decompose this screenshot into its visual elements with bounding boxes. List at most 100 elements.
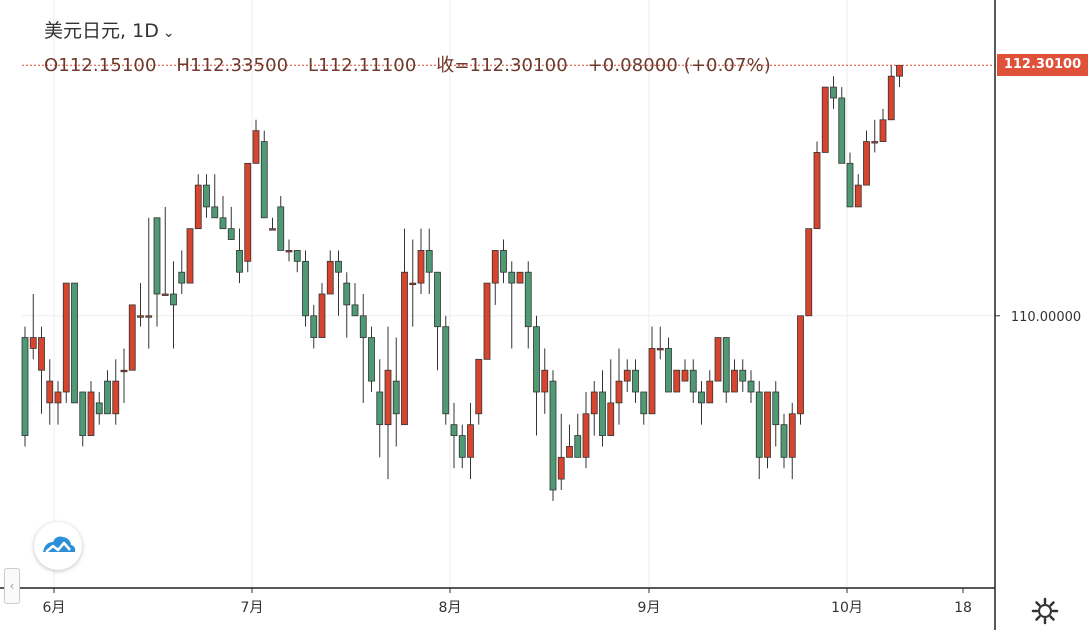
candle-body bbox=[722, 337, 730, 393]
candle bbox=[95, 392, 103, 425]
candle bbox=[120, 348, 128, 403]
candle bbox=[21, 326, 29, 447]
candle-body bbox=[508, 271, 516, 284]
candle-body bbox=[62, 282, 70, 393]
candle bbox=[467, 402, 474, 480]
candle-body bbox=[425, 250, 433, 273]
candle bbox=[615, 348, 623, 425]
candle bbox=[896, 64, 903, 88]
candle bbox=[219, 196, 227, 230]
candle bbox=[244, 162, 252, 273]
candle bbox=[285, 239, 293, 262]
candle-body bbox=[343, 282, 351, 306]
candle bbox=[161, 206, 169, 296]
collapse-tab-icon[interactable]: ‹ bbox=[4, 568, 20, 604]
candle bbox=[252, 119, 260, 164]
candle-body bbox=[252, 130, 260, 164]
candle-body bbox=[368, 337, 375, 382]
candle-body bbox=[170, 293, 177, 306]
candle-body bbox=[698, 391, 705, 404]
candle bbox=[500, 239, 507, 284]
candle bbox=[392, 337, 400, 447]
candle-body bbox=[71, 282, 78, 404]
candle-body bbox=[491, 250, 499, 284]
candle-body bbox=[203, 184, 210, 208]
change-value: +0.08000 (+0.07%) bbox=[587, 55, 771, 76]
candle bbox=[590, 381, 598, 436]
candle-body bbox=[830, 86, 837, 99]
candle bbox=[260, 130, 268, 219]
candle bbox=[549, 370, 557, 501]
candle-body bbox=[285, 250, 293, 253]
candle-body bbox=[648, 348, 656, 415]
candle-body bbox=[764, 391, 771, 458]
candle bbox=[46, 359, 54, 425]
candle bbox=[764, 391, 771, 469]
candle bbox=[780, 413, 788, 469]
x-tick-label: 9月 bbox=[638, 600, 661, 616]
candle-body bbox=[21, 337, 29, 436]
candle bbox=[533, 315, 540, 436]
candle-body bbox=[293, 250, 301, 262]
candle-body bbox=[351, 304, 359, 317]
candle-body bbox=[772, 391, 780, 426]
candle-body bbox=[574, 435, 582, 458]
candle-body bbox=[623, 369, 631, 382]
candle bbox=[813, 141, 821, 230]
high-value: H112.33500 bbox=[176, 55, 289, 76]
candle-body bbox=[260, 141, 268, 219]
candle-body bbox=[689, 369, 697, 393]
candle-body bbox=[326, 260, 334, 295]
x-axis-ticks: 6月 7月 8月 9月 10月 18 bbox=[43, 588, 972, 616]
candle-body bbox=[161, 293, 169, 296]
chart-logo-button[interactable] bbox=[34, 522, 82, 570]
candle-body bbox=[434, 271, 441, 328]
candle bbox=[483, 282, 491, 360]
symbol-title[interactable]: 美元日元, 1D ⌄ bbox=[44, 20, 175, 42]
candle-body bbox=[541, 369, 549, 393]
candle-body bbox=[442, 326, 450, 415]
candle bbox=[62, 282, 70, 403]
candle bbox=[557, 413, 565, 490]
candle-body bbox=[87, 391, 95, 436]
candle bbox=[541, 348, 549, 414]
candle bbox=[326, 250, 334, 295]
candle-body bbox=[813, 152, 821, 230]
candle-body bbox=[533, 326, 540, 393]
candle-body bbox=[706, 380, 714, 404]
candle bbox=[186, 228, 194, 284]
candle bbox=[359, 294, 367, 403]
chevron-down-icon[interactable]: ⌄ bbox=[162, 25, 175, 41]
candle-body bbox=[483, 282, 491, 360]
candle-body bbox=[112, 380, 120, 415]
candle bbox=[79, 391, 87, 447]
candle-body bbox=[731, 369, 738, 393]
candle-body bbox=[401, 271, 408, 426]
close-value: 收=112.30100 bbox=[436, 55, 568, 76]
x-tick-label: 10月 bbox=[831, 600, 863, 616]
candle-body bbox=[318, 293, 326, 338]
candle bbox=[71, 282, 78, 404]
candle-body bbox=[516, 271, 524, 284]
candle-body bbox=[739, 369, 747, 382]
candle-body bbox=[120, 369, 128, 373]
candle-body bbox=[582, 413, 590, 458]
candle bbox=[656, 326, 664, 360]
candle-body bbox=[846, 162, 854, 208]
candle bbox=[442, 315, 450, 425]
y-tick-label: 110.00000 bbox=[1011, 310, 1081, 325]
candle bbox=[681, 359, 689, 382]
candle bbox=[887, 65, 895, 121]
candle bbox=[335, 250, 342, 316]
candle-body bbox=[887, 75, 895, 121]
settings-gear-icon[interactable] bbox=[1031, 597, 1059, 625]
candle-body bbox=[665, 348, 672, 393]
candle-body bbox=[376, 391, 384, 426]
candle-body bbox=[46, 380, 54, 404]
candle bbox=[227, 206, 235, 240]
candle-body bbox=[104, 380, 111, 415]
candle bbox=[310, 304, 318, 349]
candle bbox=[821, 86, 829, 153]
candle bbox=[351, 283, 359, 317]
